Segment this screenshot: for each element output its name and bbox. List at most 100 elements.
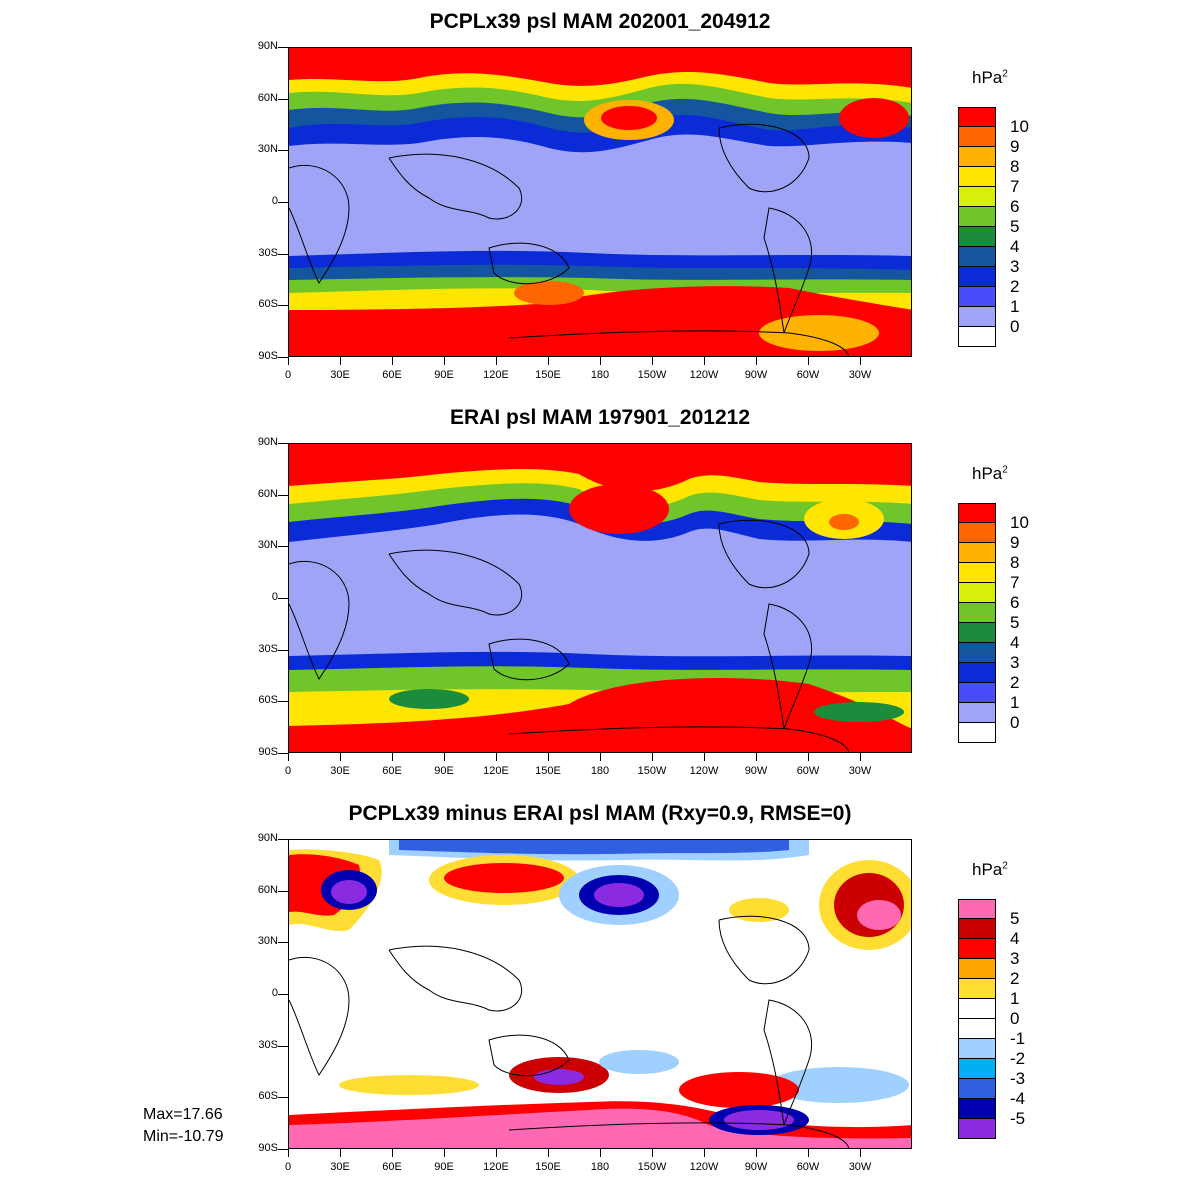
lat-tick-label: 60S bbox=[258, 694, 278, 707]
lat-tick bbox=[278, 98, 288, 100]
panel-2-swatch bbox=[958, 723, 996, 743]
lon-tick-label: 90E bbox=[434, 765, 454, 777]
colorbar-label: 8 bbox=[1010, 157, 1020, 176]
panel-1-swatch bbox=[958, 247, 996, 267]
lon-tick bbox=[704, 753, 705, 761]
lat-tick bbox=[278, 546, 288, 548]
lon-tick-label: 60W bbox=[796, 1161, 820, 1173]
lon-tick bbox=[704, 1149, 705, 1157]
colorbar-label: 0 bbox=[1010, 317, 1020, 336]
lon-tick-label: 150W bbox=[637, 765, 667, 777]
lat-tick-label: 90S bbox=[258, 1142, 278, 1154]
lon-tick-label: 150E bbox=[535, 1161, 561, 1173]
panel-1-swatch bbox=[958, 167, 996, 187]
lon-tick-label: 120W bbox=[689, 765, 719, 777]
lon-tick-label: 180 bbox=[590, 765, 610, 777]
colorbar-label: 3 bbox=[1010, 949, 1020, 968]
panel-1-swatch bbox=[958, 227, 996, 247]
colorbar-label: 7 bbox=[1010, 573, 1020, 592]
lon-tick bbox=[444, 753, 445, 761]
lon-tick bbox=[392, 357, 393, 365]
panel-3-title: PCPLx39 minus ERAI psl MAM (Rxy=0.9, RMS… bbox=[348, 802, 852, 825]
lon-tick bbox=[860, 357, 861, 365]
panel-3-swatch bbox=[958, 1079, 996, 1099]
colorbar-label: 6 bbox=[1010, 593, 1020, 612]
panel-3-swatch bbox=[958, 999, 996, 1019]
stats-block: Max=17.66 Min=-10.79 bbox=[143, 1104, 224, 1148]
lat-tick bbox=[278, 1045, 288, 1047]
lat-tick bbox=[278, 598, 288, 599]
colorbar-label: -5 bbox=[1010, 1109, 1026, 1128]
lon-tick-label: 30E bbox=[330, 369, 350, 381]
lon-tick bbox=[444, 357, 445, 365]
colorbar-label: 4 bbox=[1010, 929, 1020, 948]
colorbar-label: -2 bbox=[1010, 1049, 1026, 1068]
lon-tick bbox=[288, 357, 289, 365]
panel-1-swatch bbox=[958, 207, 996, 227]
panel-2-field bbox=[289, 444, 911, 752]
panel-2-swatch bbox=[958, 583, 996, 603]
lat-tick bbox=[278, 202, 288, 203]
panel-1-map bbox=[288, 47, 912, 357]
panel-2-swatch bbox=[958, 663, 996, 683]
lon-tick bbox=[860, 1149, 861, 1157]
colorbar-label: 1 bbox=[1010, 989, 1020, 1008]
colorbar-label: 4 bbox=[1010, 633, 1020, 652]
lon-tick-label: 120E bbox=[483, 369, 509, 381]
colorbar-label: 3 bbox=[1010, 653, 1020, 672]
colorbar-label: 3 bbox=[1010, 257, 1020, 276]
panel-3-swatch bbox=[958, 1019, 996, 1039]
lon-tick-label: 120E bbox=[483, 1161, 509, 1173]
panel-1-swatch bbox=[958, 287, 996, 307]
panel-1-swatch bbox=[958, 107, 996, 127]
colorbar-label: 6 bbox=[1010, 197, 1020, 216]
lon-tick-label: 30W bbox=[848, 369, 872, 381]
colorbar-label: 10 bbox=[1010, 117, 1029, 136]
lat-tick bbox=[278, 494, 288, 496]
lon-tick-label: 60E bbox=[382, 369, 402, 381]
colorbar-label: 5 bbox=[1010, 909, 1020, 928]
lon-tick bbox=[288, 1149, 289, 1157]
lon-tick bbox=[496, 357, 497, 365]
lat-tick bbox=[278, 839, 288, 840]
lon-tick-label: 120E bbox=[483, 765, 509, 777]
lat-tick bbox=[278, 994, 288, 995]
lat-tick bbox=[278, 942, 288, 944]
panel-3-swatch bbox=[958, 939, 996, 959]
lat-tick bbox=[278, 253, 288, 255]
panel-2-swatch bbox=[958, 603, 996, 623]
lon-tick-label: 90E bbox=[434, 369, 454, 381]
lat-tick bbox=[278, 701, 288, 703]
lat-tick-label: 0 bbox=[271, 591, 278, 603]
lon-tick-label: 30W bbox=[848, 765, 872, 777]
panel-2-swatch bbox=[958, 523, 996, 543]
colorbar-label: -1 bbox=[1010, 1029, 1026, 1048]
lon-tick bbox=[756, 1149, 757, 1157]
lon-tick-label: 60E bbox=[382, 765, 402, 777]
colorbar-label: -3 bbox=[1010, 1069, 1026, 1088]
lat-tick bbox=[278, 150, 288, 152]
colorbar-label: 8 bbox=[1010, 553, 1020, 572]
lon-tick-label: 0 bbox=[284, 369, 292, 381]
panel-1-swatch bbox=[958, 327, 996, 347]
panel-2-swatch bbox=[958, 503, 996, 523]
lat-tick-label: 90S bbox=[258, 746, 278, 758]
panel-2-swatch bbox=[958, 623, 996, 643]
lon-tick-label: 180 bbox=[590, 1161, 610, 1173]
colorbar-label: 2 bbox=[1010, 969, 1020, 988]
lon-tick bbox=[756, 753, 757, 761]
lon-tick bbox=[288, 753, 289, 761]
lon-tick bbox=[808, 1149, 809, 1157]
lon-tick bbox=[548, 753, 549, 761]
stats-min: Min=-10.79 bbox=[143, 1128, 224, 1145]
lon-tick-label: 120W bbox=[689, 369, 719, 381]
lat-tick-label: 90N bbox=[257, 832, 278, 844]
colorbar-label: 5 bbox=[1010, 613, 1020, 632]
lon-tick bbox=[600, 1149, 601, 1157]
panel-2-swatch bbox=[958, 683, 996, 703]
lat-tick bbox=[278, 649, 288, 651]
lon-tick bbox=[808, 753, 809, 761]
panel-2-swatch bbox=[958, 543, 996, 563]
lon-tick bbox=[392, 753, 393, 761]
lon-tick bbox=[340, 753, 341, 761]
